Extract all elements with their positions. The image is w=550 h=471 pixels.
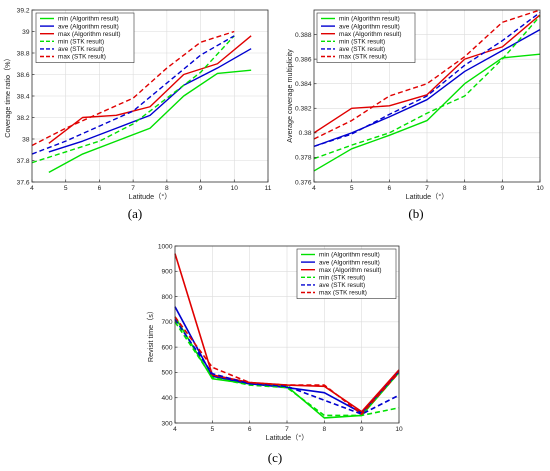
legend-entry: max (STK result) — [58, 54, 106, 61]
chart-panel-2: 4 5 6 7 8 9 10 300 400 500 600 700 800 900 1000 Latitud… — [146, 243, 403, 465]
legend: min (Algorithm result)ave (Algorithm res… — [296, 248, 397, 299]
y-tick-label: 39 — [22, 29, 30, 36]
x-tick-label: 4 — [30, 185, 34, 192]
legend-entry: ave (STK result) — [58, 46, 104, 53]
legend-entry: max (STK result) — [339, 54, 387, 61]
y-tick-label: 38.8 — [17, 50, 30, 57]
series-line-3 — [31, 35, 235, 164]
legend: min (Algorithm result)ave (Algorithm res… — [35, 12, 135, 63]
x-tick-label: 6 — [98, 185, 102, 192]
y-tick-label: 0.384 — [295, 81, 312, 88]
legend-entry: ave (Algorithm result) — [339, 23, 400, 30]
legend-entry: max (Algorithm result) — [339, 31, 402, 38]
panel-label: (c) — [268, 450, 282, 465]
x-tick-label: 9 — [360, 426, 364, 433]
y-tick-label: 0.376 — [295, 179, 312, 186]
x-axis-label: Latitude（°） — [406, 192, 449, 201]
legend-entry: max (Algorithm result) — [319, 267, 382, 274]
x-tick-label: 9 — [500, 185, 504, 192]
legend-entry: min (STK result) — [319, 275, 365, 282]
series-line-1 — [313, 29, 541, 148]
series-line-1 — [48, 48, 252, 153]
y-tick-label: 400 — [161, 395, 172, 402]
panel-label: (a) — [128, 206, 142, 221]
series-line-4 — [174, 318, 400, 415]
series-line-2 — [313, 14, 541, 134]
y-tick-label: 37.6 — [17, 179, 30, 186]
legend-entry: ave (Algorithm result) — [319, 259, 380, 266]
y-tick-label: 38.4 — [17, 93, 30, 100]
legend-entry: ave (STK result) — [319, 282, 365, 289]
legend-box — [296, 248, 397, 299]
legend-entry: min (STK result) — [58, 39, 104, 46]
x-tick-label: 9 — [199, 185, 203, 192]
legend-entry: min (Algorithm result) — [319, 252, 380, 259]
x-axis-label: Latitude（°） — [266, 433, 309, 442]
y-tick-label: 0.388 — [295, 32, 312, 39]
y-tick-label: 800 — [161, 294, 172, 301]
y-axis-label: Average coverage multiplicity — [285, 49, 294, 143]
series-line-5 — [313, 9, 541, 140]
y-tick-label: 37.8 — [17, 158, 30, 165]
chart-panel-0: 4 5 6 7 8 9 10 11 37.6 37.8 38 38.2 38.4 38.6 38.8 39 39… — [3, 7, 272, 221]
y-tick-label: 0.38 — [299, 130, 312, 137]
series-line-0 — [313, 53, 541, 172]
legend-box — [35, 12, 135, 63]
legend-entry: min (Algorithm result) — [339, 16, 400, 23]
panel-label: (b) — [408, 206, 423, 221]
y-axis-label: Coverage time ratio（%） — [3, 54, 12, 138]
series-line-4 — [31, 35, 235, 155]
y-tick-label: 1000 — [158, 243, 173, 250]
legend: min (Algorithm result)ave (Algorithm res… — [316, 12, 416, 63]
x-tick-label: 7 — [425, 185, 429, 192]
y-tick-label: 38 — [22, 136, 30, 143]
y-tick-label: 500 — [161, 370, 172, 377]
y-tick-label: 300 — [161, 420, 172, 427]
series-line-2 — [48, 35, 252, 144]
y-axis-label: Revisit time（s） — [146, 307, 155, 362]
y-tick-label: 0.378 — [295, 155, 312, 162]
y-tick-label: 700 — [161, 319, 172, 326]
chart-panel-1: 4 5 6 7 8 9 10 0.376 0.378 0.38 0.382 0.384 0.386 0.3… — [285, 9, 544, 221]
x-tick-label: 8 — [463, 185, 467, 192]
legend-entry: min (STK result) — [339, 39, 385, 46]
legend-entry: min (Algorithm result) — [58, 16, 119, 23]
x-tick-label: 5 — [210, 426, 214, 433]
x-tick-label: 5 — [350, 185, 354, 192]
y-tick-label: 39.2 — [17, 7, 30, 14]
x-tick-label: 7 — [285, 426, 289, 433]
legend-entry: max (Algorithm result) — [58, 31, 121, 38]
x-tick-label: 6 — [387, 185, 391, 192]
x-tick-label: 4 — [312, 185, 316, 192]
y-tick-label: 38.2 — [17, 115, 30, 122]
x-tick-label: 7 — [131, 185, 135, 192]
series-line-4 — [313, 11, 541, 148]
legend-box — [316, 12, 416, 63]
y-tick-label: 0.386 — [295, 56, 312, 63]
x-tick-label: 10 — [536, 185, 544, 192]
x-tick-label: 4 — [173, 426, 177, 433]
y-tick-label: 600 — [161, 344, 172, 351]
legend-entry: ave (Algorithm result) — [58, 23, 119, 30]
x-tick-label: 11 — [265, 185, 272, 192]
x-tick-label: 10 — [231, 185, 239, 192]
x-tick-label: 8 — [322, 426, 326, 433]
x-tick-label: 10 — [395, 426, 403, 433]
legend-entry: max (STK result) — [319, 290, 367, 297]
x-tick-label: 8 — [165, 185, 169, 192]
y-tick-label: 900 — [161, 269, 172, 276]
series-line-5 — [174, 316, 400, 415]
x-tick-label: 5 — [64, 185, 68, 192]
x-axis-label: Latitude（°） — [129, 192, 172, 201]
series-line-3 — [174, 321, 400, 417]
series-line-0 — [48, 69, 252, 173]
series-line-3 — [313, 15, 541, 160]
y-tick-label: 0.382 — [295, 106, 312, 113]
x-tick-label: 6 — [248, 426, 252, 433]
y-tick-label: 38.6 — [17, 72, 30, 79]
legend-entry: ave (STK result) — [339, 46, 385, 53]
